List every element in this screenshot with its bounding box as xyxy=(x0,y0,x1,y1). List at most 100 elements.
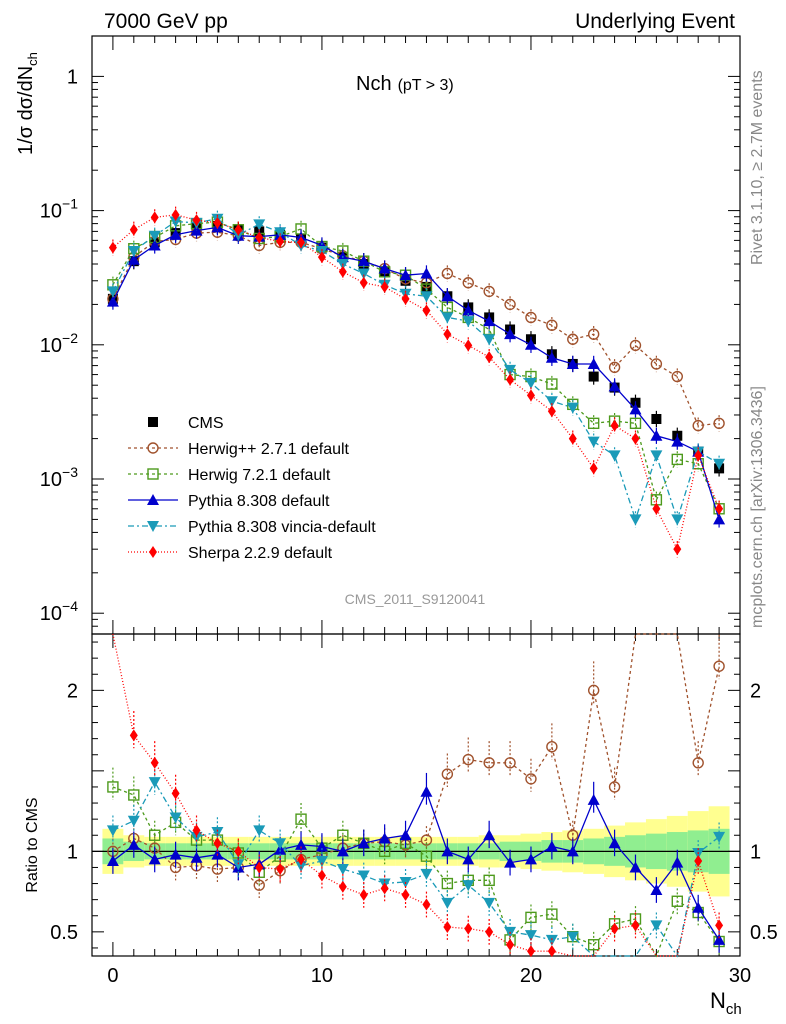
sherpa-2-2-9-default-point xyxy=(213,216,222,229)
herwig-7-2-1-default-point xyxy=(546,378,558,390)
y-tick-base: 10 xyxy=(40,335,62,357)
sherpa-2-2-9-default-point xyxy=(380,280,389,293)
pythia-8-308-vincia-default-point xyxy=(441,897,454,909)
pythia-8-308-default-point xyxy=(148,239,161,251)
herwig-2-7-1-default-point xyxy=(671,370,683,383)
x-tick-label: 0 xyxy=(107,965,118,987)
pythia-8-308-default-point xyxy=(713,513,726,525)
pythia-8-308-default-point xyxy=(504,328,517,340)
herwig-2-7-1-default-line xyxy=(112,633,720,887)
sherpa-2-2-9-default-point xyxy=(464,339,473,352)
herwig-7-2-1-default-point xyxy=(671,453,683,466)
sherpa-2-2-9-default-point xyxy=(610,922,619,935)
pythia-8-308-vincia-default-point xyxy=(671,514,684,526)
main-y-label: 1/σ dσ/dNch xyxy=(15,52,40,155)
pythia-8-308-vincia-default-point xyxy=(566,931,579,943)
sherpa-2-2-9-default-point xyxy=(255,861,264,874)
plot-title: Nch (pT > 3) xyxy=(356,73,454,95)
sherpa-2-2-9-default-point xyxy=(422,898,431,911)
sherpa-2-2-9-default-point xyxy=(297,236,306,249)
ratio-y-tick-label-right: 0.5 xyxy=(750,922,778,944)
pythia-8-308-vincia-default-point xyxy=(274,227,287,239)
ratio-plot-panel: 0.5 0.51 12 20 10 20 30 xyxy=(50,633,778,987)
herwig-2-7-1-default-point xyxy=(608,781,621,793)
sherpa-2-2-9-default-point xyxy=(547,945,556,958)
herwig-2-7-1-default-point xyxy=(483,285,495,298)
pythia-8-308-default-point xyxy=(483,829,496,841)
pythia-8-308-default-point xyxy=(629,403,642,415)
x-tick-label: 20 xyxy=(520,965,542,987)
sherpa-2-2-9-default-point xyxy=(359,276,368,289)
legend-marker-cms xyxy=(148,417,158,427)
header-right: Underlying Event xyxy=(575,10,735,33)
herwig-7-2-1-default-point xyxy=(587,939,600,951)
pythia-8-308-default-point xyxy=(587,357,600,369)
sherpa-2-2-9-default-point xyxy=(297,853,306,866)
pythia-8-308-vincia-default-point xyxy=(274,838,287,850)
legend-label-cms: CMS xyxy=(188,415,224,432)
pythia-8-308-vincia-default-point xyxy=(713,831,726,843)
y-tick-exponent: −4 xyxy=(62,598,78,614)
pythia-8-308-default-point xyxy=(462,853,475,865)
herwig-7-2-1-default-point xyxy=(671,895,683,907)
sherpa-2-2-9-default-point xyxy=(506,373,515,386)
sherpa-2-2-9-default-point xyxy=(213,837,222,850)
pythia-8-308-vincia-default-point xyxy=(650,450,663,462)
pythia-8-308-default-point xyxy=(399,829,412,841)
herwig-2-7-1-default-point xyxy=(567,333,579,345)
pythia-8-308-vincia-default-point xyxy=(566,402,579,414)
pythia-8-308-default-point xyxy=(462,304,475,316)
sherpa-2-2-9-default-point xyxy=(276,863,285,876)
ratio-y-tick-label-left: 1 xyxy=(67,841,78,863)
pythia-8-308-vincia-default-point xyxy=(545,396,558,408)
pythia-8-308-default-point xyxy=(692,901,705,913)
sherpa-2-2-9-default-point xyxy=(150,211,159,224)
pythia-8-308-default-point xyxy=(650,883,663,895)
sherpa-2-2-9-default-point xyxy=(526,389,535,402)
pythia-8-308-vincia-default-point xyxy=(608,450,621,462)
pythia-8-308-vincia-default-line xyxy=(112,780,720,958)
pythia-8-308-vincia-default-point xyxy=(650,920,663,932)
sherpa-2-2-9-default-point xyxy=(192,214,201,227)
pythia-8-308-vincia-default-point xyxy=(127,815,140,827)
y-tick-base: 10 xyxy=(40,469,62,491)
herwig-7-2-1-default-point xyxy=(546,908,558,920)
herwig-2-7-1-default-point xyxy=(587,684,600,697)
pythia-8-308-default-point xyxy=(336,845,349,857)
ratio-y-tick-label-left: 0.5 xyxy=(50,922,78,944)
sherpa-2-2-9-default-point xyxy=(526,945,535,958)
legend-marker-pythia-8-308-default xyxy=(147,494,159,505)
sherpa-2-2-9-default-point xyxy=(234,223,243,236)
pythia-8-308-default-point xyxy=(504,856,517,868)
sherpa-2-2-9-default-point xyxy=(317,869,326,882)
pythia-8-308-default-point xyxy=(524,853,537,865)
pythia-8-308-vincia-default-point xyxy=(420,291,433,303)
sherpa-2-2-9-default-point xyxy=(129,729,138,742)
herwig-2-7-1-default-point xyxy=(504,757,516,769)
watermark: CMS_2011_S9120041 xyxy=(345,591,486,607)
pythia-8-308-default-point xyxy=(671,856,684,868)
main-plot-panel: 10−410−310−210−11 xyxy=(40,35,741,635)
pythia-8-308-default-point xyxy=(357,255,370,267)
legend-marker-herwig-7-2-1-default xyxy=(147,468,159,480)
herwig-7-2-1-default-line xyxy=(112,786,720,958)
pythia-8-308-vincia-default-point xyxy=(148,777,161,789)
pythia-8-308-vincia-default-point xyxy=(315,856,328,868)
herwig-2-7-1-default-point xyxy=(441,267,454,280)
pythia-8-308-default-point xyxy=(357,837,370,849)
y-tick-label: 10−3 xyxy=(40,464,78,491)
cms-point xyxy=(651,413,662,424)
pythia-8-308-default-point xyxy=(441,845,454,857)
herwig-2-7-1-default-point xyxy=(546,319,558,331)
herwig-2-7-1-default-point xyxy=(546,741,558,753)
sherpa-2-2-9-default-point xyxy=(108,241,117,254)
ratio-y-label: Ratio to CMS xyxy=(24,797,41,892)
sherpa-2-2-9-default-point xyxy=(171,787,180,800)
sherpa-2-2-9-default-point xyxy=(715,502,724,515)
pythia-8-308-vincia-default-point xyxy=(169,812,182,824)
x-axis-label: Nch xyxy=(710,988,742,1018)
ratio-y-tick-label-right: 2 xyxy=(750,680,761,702)
pythia-8-308-default-point xyxy=(378,262,391,274)
herwig-2-7-1-default-line xyxy=(112,231,720,427)
herwig-7-2-1-default-line xyxy=(112,221,720,510)
